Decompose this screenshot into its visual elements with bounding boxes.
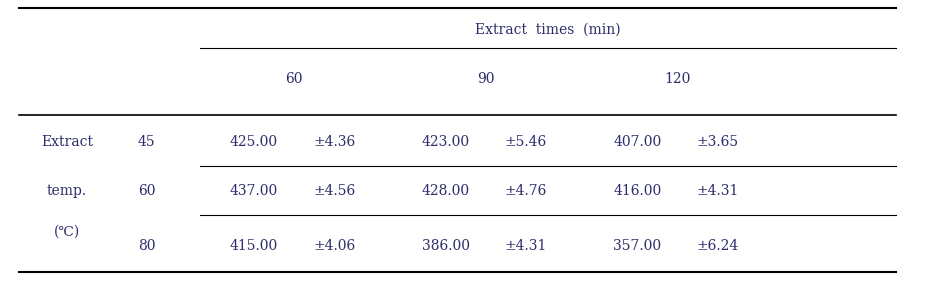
Text: Extract  times  (min): Extract times (min) [475,23,620,37]
Text: ±4.56: ±4.56 [313,184,355,198]
Text: 120: 120 [664,72,690,86]
Text: 428.00: 428.00 [421,184,470,198]
Text: 357.00: 357.00 [612,239,661,253]
Text: 386.00: 386.00 [421,239,470,253]
Text: ±5.46: ±5.46 [504,134,547,149]
Text: 80: 80 [138,239,155,253]
Text: ±6.24: ±6.24 [695,239,738,253]
Text: ±4.06: ±4.06 [313,239,355,253]
Text: 416.00: 416.00 [612,184,661,198]
Text: 45: 45 [138,134,155,149]
Text: ±3.65: ±3.65 [695,134,738,149]
Text: ±4.31: ±4.31 [695,184,738,198]
Text: ±4.36: ±4.36 [313,134,355,149]
Text: temp.: temp. [46,184,87,198]
Text: 60: 60 [138,184,155,198]
Text: 90: 90 [477,72,494,86]
Text: Extract: Extract [41,134,93,149]
Text: 425.00: 425.00 [229,134,277,149]
Text: 423.00: 423.00 [421,134,470,149]
Text: (℃): (℃) [54,225,80,239]
Text: 415.00: 415.00 [229,239,277,253]
Text: 407.00: 407.00 [612,134,661,149]
Text: ±4.76: ±4.76 [504,184,547,198]
Text: ±4.31: ±4.31 [504,239,547,253]
Text: 60: 60 [285,72,303,86]
Text: 437.00: 437.00 [229,184,277,198]
